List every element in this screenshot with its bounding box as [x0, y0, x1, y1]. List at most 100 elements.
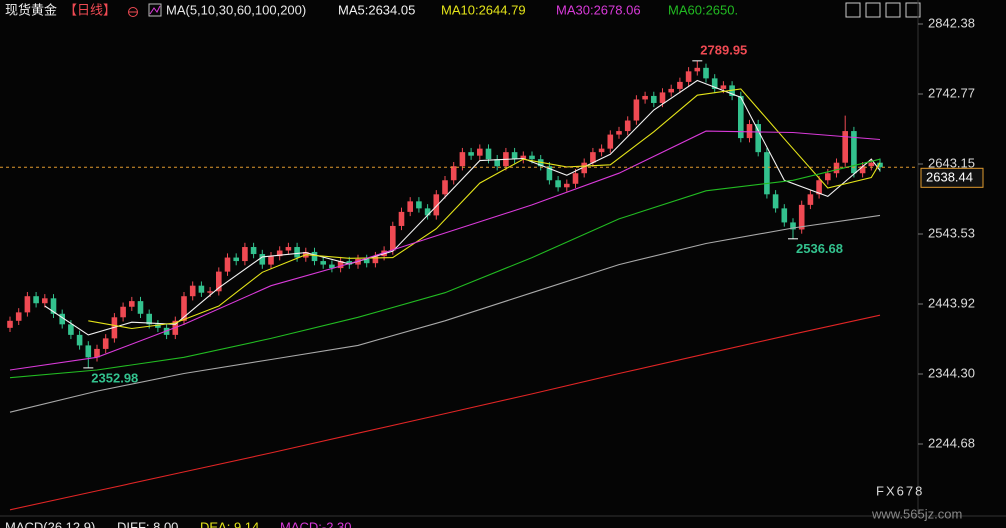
candle-body — [677, 81, 683, 89]
candle-body — [346, 261, 353, 265]
candle-body — [276, 250, 283, 257]
candle-body — [520, 155, 527, 160]
candle-body — [433, 194, 440, 216]
tool-icon[interactable] — [885, 2, 901, 18]
candle-body — [259, 254, 266, 265]
candle-body — [868, 162, 875, 167]
candle-body — [572, 173, 579, 184]
candle-body — [398, 211, 405, 226]
y-tick-label: 2643.15 — [928, 155, 975, 170]
legend-entry: MA60:2650. — [668, 2, 738, 17]
ma-line — [9, 130, 881, 371]
legend-entry: MA10:2644.79 — [441, 2, 526, 17]
candle-body — [268, 256, 274, 265]
candle-body — [294, 247, 300, 258]
candle-body — [581, 162, 587, 174]
candle-body — [781, 208, 788, 223]
candle-body — [485, 148, 492, 160]
candle-body — [372, 256, 379, 264]
y-tick-label: 2543.53 — [928, 225, 975, 240]
candle-body — [68, 324, 74, 335]
candle-body — [746, 124, 753, 139]
candle-body — [703, 67, 709, 79]
candle-body — [233, 257, 239, 262]
watermark-site: www.565jz.com — [871, 506, 962, 521]
candle-body — [102, 338, 109, 349]
y-tick-label: 2244.68 — [928, 435, 975, 450]
period[interactable]: 【日线】 — [64, 2, 116, 17]
candle-body — [624, 120, 631, 132]
extreme-label: 2352.98 — [91, 370, 138, 385]
candle-body — [137, 301, 144, 314]
toolbar — [845, 2, 921, 18]
candle-body — [207, 291, 213, 293]
candle-body — [416, 201, 422, 209]
last-price-label: 2638.44 — [926, 170, 973, 185]
candle-body — [764, 152, 770, 195]
candle-body — [390, 225, 396, 251]
ma-icon[interactable] — [148, 3, 162, 17]
extreme-label: 2789.95 — [700, 42, 747, 57]
macd-diff: DIFF: 8.00 — [117, 519, 178, 528]
candle-body — [320, 261, 326, 265]
title: 现货黄金 — [5, 2, 57, 17]
candle-body — [607, 134, 614, 149]
candle-body — [468, 152, 474, 156]
candle-body — [76, 334, 83, 346]
candle-body — [94, 348, 100, 358]
candle-body — [189, 285, 196, 297]
candle-body — [285, 247, 292, 251]
candle-body — [546, 166, 553, 181]
candle-body — [598, 148, 605, 153]
candle-body — [242, 247, 248, 262]
candle-body — [24, 296, 31, 313]
candle-body — [146, 313, 152, 325]
candle-body — [424, 208, 431, 216]
candle-body — [738, 95, 744, 139]
candle-body — [407, 201, 413, 212]
candle-body — [842, 131, 848, 163]
candle-body — [755, 124, 761, 153]
candle-body — [129, 301, 135, 307]
candle-body — [833, 162, 840, 174]
tool-icon[interactable] — [865, 2, 881, 18]
tool-icon[interactable] — [905, 2, 921, 18]
candle-body — [790, 222, 796, 230]
candle-body — [442, 180, 448, 195]
ma-line — [88, 88, 881, 330]
candle-body — [33, 296, 39, 304]
ma-line — [9, 158, 881, 379]
ma-line — [9, 214, 881, 413]
candle-body — [250, 247, 257, 255]
candle-body — [859, 166, 866, 174]
y-tick-label: 2344.30 — [928, 365, 975, 380]
watermark-logo: FX678 — [876, 483, 924, 498]
candle-body — [494, 159, 500, 167]
candle-body — [198, 285, 205, 293]
candle-body — [668, 88, 674, 93]
ma-icon — [149, 5, 161, 15]
ma-params: MA(5,10,30,60,100,200) — [166, 2, 306, 17]
candle-body — [564, 183, 570, 188]
candle-body — [120, 306, 126, 318]
candle-body — [694, 67, 701, 72]
candle-body — [15, 312, 22, 321]
candle-body — [85, 345, 92, 358]
candle-body — [851, 131, 857, 174]
tool-icon[interactable] — [845, 2, 861, 18]
candle-body — [616, 131, 622, 135]
candle-body — [633, 99, 640, 121]
candle-body — [155, 324, 161, 328]
y-tick-label: 2842.38 — [928, 15, 975, 30]
candle-body — [42, 298, 48, 304]
candle-body — [651, 95, 657, 103]
ma-line — [9, 314, 881, 511]
macd-params: MACD(26,12,9) — [5, 519, 95, 528]
candle-body — [329, 264, 335, 269]
candle-body — [711, 78, 718, 89]
candle-body — [363, 258, 370, 264]
ma-line — [44, 79, 881, 336]
candle-body — [337, 261, 344, 269]
candle-body — [224, 257, 231, 272]
macd-dea: DEA: 9.14 — [200, 519, 259, 528]
